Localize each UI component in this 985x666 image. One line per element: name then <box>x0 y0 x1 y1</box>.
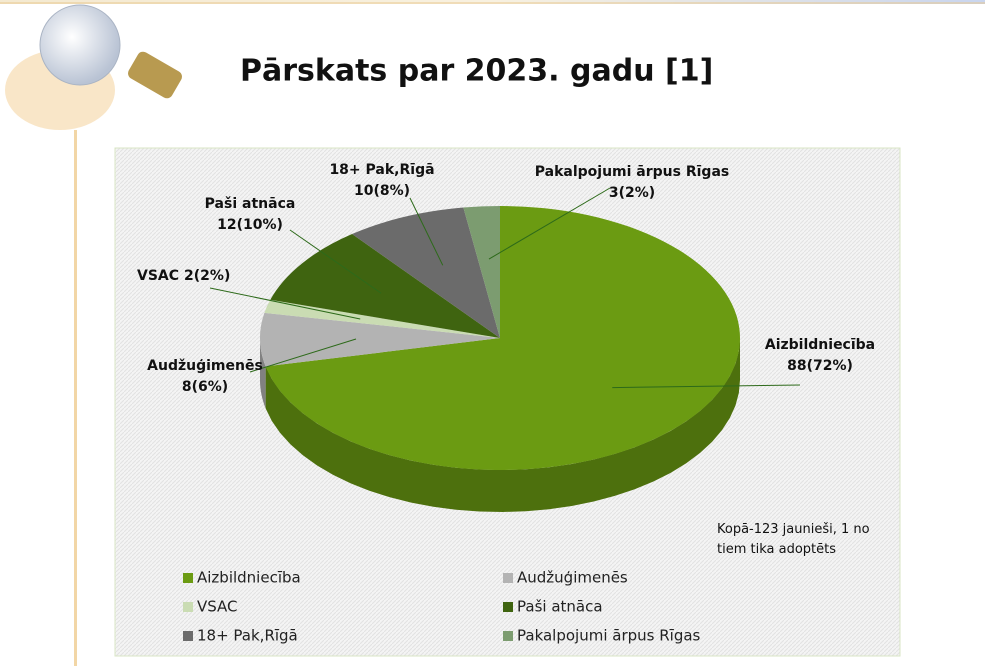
left-rule <box>74 130 77 666</box>
legend-swatch <box>503 573 513 583</box>
legend-label: Pakalpojumi ārpus Rīgas <box>517 627 701 645</box>
legend-label: Audžuģimenēs <box>517 569 628 587</box>
value-label: 88(72%) <box>787 358 853 374</box>
legend-swatch <box>183 602 193 612</box>
category-label: Audžuģimenēs <box>147 358 263 374</box>
slide-title: Pārskats par 2023. gadu [1] <box>240 54 713 89</box>
leader-arrow <box>612 384 801 389</box>
legend-label: VSAC <box>197 598 238 616</box>
slice <box>270 234 500 338</box>
category-label: 18+ Pak,Rīgā <box>329 162 434 178</box>
slice <box>352 207 500 338</box>
value-label: 3(2%) <box>609 185 655 201</box>
slice <box>265 206 741 470</box>
leader-arrow <box>209 287 361 320</box>
slice <box>463 206 500 338</box>
legend-swatch <box>503 602 513 612</box>
slice <box>264 299 500 338</box>
category-label: Aizbildniecība <box>765 337 875 353</box>
legend-label: 18+ Pak,Rīgā <box>197 627 298 645</box>
legend-label: Paši atnāca <box>517 598 603 616</box>
value-label: 12(10%) <box>217 217 283 233</box>
category-label: VSAC <box>137 268 179 284</box>
leader-arrow <box>289 229 382 294</box>
top-bar <box>0 0 985 4</box>
leader-arrow <box>409 197 444 266</box>
category-label: Paši atnāca <box>205 196 296 212</box>
value-label: 10(8%) <box>354 183 410 199</box>
slice-side <box>260 338 266 409</box>
legend-swatch <box>503 631 513 641</box>
slice-side <box>265 338 740 512</box>
value-label: 2(2%) <box>184 268 230 284</box>
annotation: Kopā-123 jaunieši, 1 no tiem tika adoptēt… <box>717 522 870 557</box>
legend-swatch <box>183 573 193 583</box>
category-label: Pakalpojumi ārpus Rīgas <box>535 164 729 180</box>
slice <box>260 312 500 367</box>
value-label: 8(6%) <box>182 379 228 395</box>
legend-label: Aizbildniecība <box>197 569 301 587</box>
leader-arrow <box>488 187 611 260</box>
legend-swatch <box>183 631 193 641</box>
leader-arrow <box>249 338 357 373</box>
bulb-icon <box>5 4 182 130</box>
